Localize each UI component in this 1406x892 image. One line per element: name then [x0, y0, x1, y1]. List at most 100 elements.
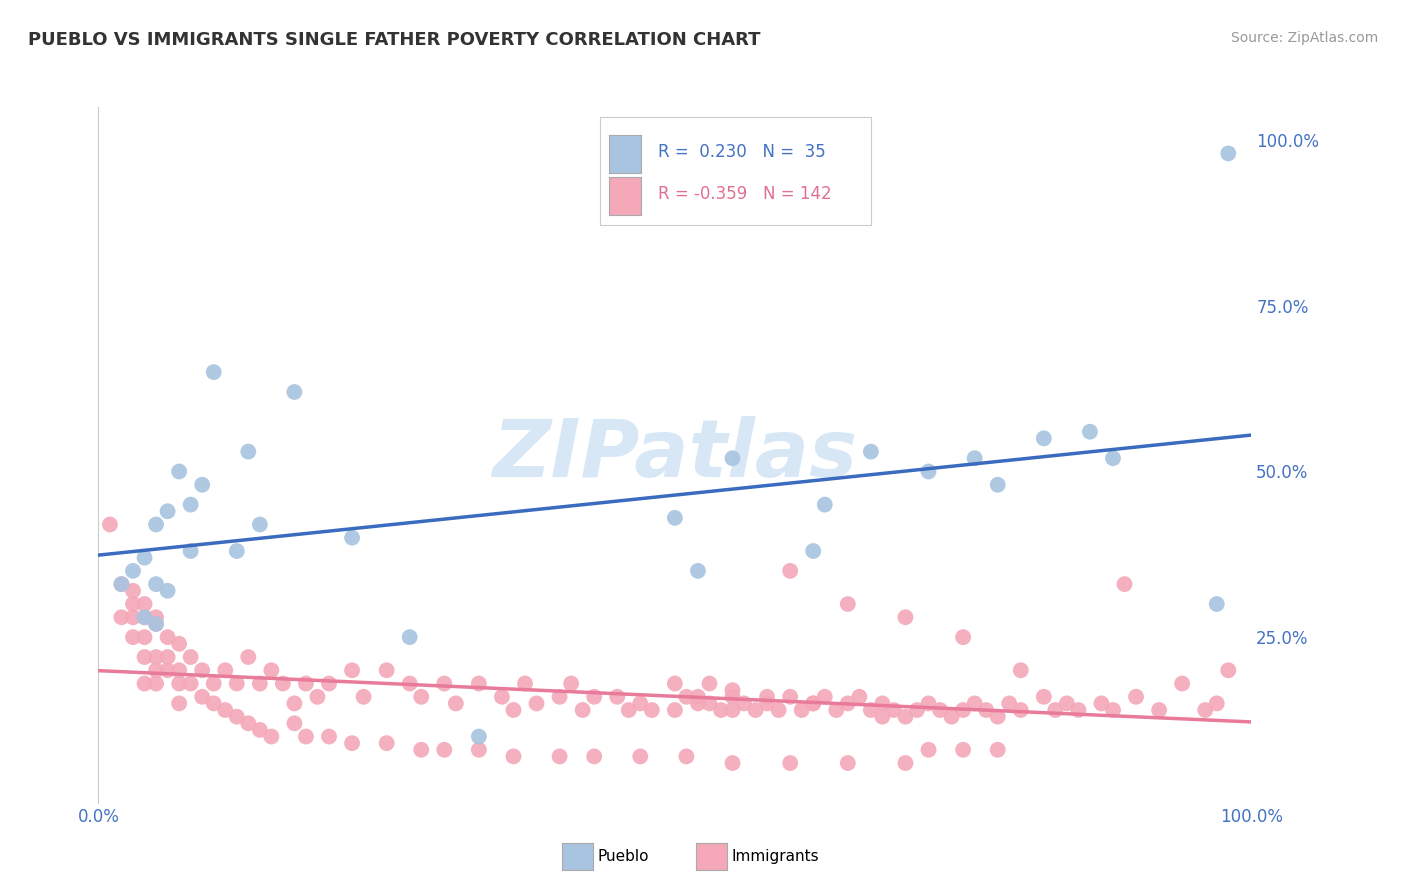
Point	[929, 703, 952, 717]
Point	[110, 577, 132, 591]
Text: PUEBLO VS IMMIGRANTS SINGLE FATHER POVERTY CORRELATION CHART: PUEBLO VS IMMIGRANTS SINGLE FATHER POVER…	[28, 31, 761, 49]
Point	[238, 444, 260, 458]
Point	[249, 517, 271, 532]
Point	[433, 743, 456, 757]
Text: Pueblo: Pueblo	[598, 849, 650, 863]
Point	[606, 690, 628, 704]
Point	[375, 736, 398, 750]
Point	[905, 703, 928, 717]
Point	[1078, 425, 1101, 439]
Point	[917, 697, 939, 711]
Point	[998, 697, 1021, 711]
Point	[180, 676, 202, 690]
Point	[134, 550, 156, 565]
Point	[283, 384, 305, 399]
Point	[756, 690, 779, 704]
Point	[883, 703, 905, 717]
Point	[375, 663, 398, 677]
Point	[710, 703, 733, 717]
Point	[837, 756, 859, 770]
Point	[894, 756, 917, 770]
Point	[1032, 431, 1054, 445]
Point	[733, 697, 755, 711]
Point	[664, 676, 686, 690]
Point	[686, 564, 709, 578]
Point	[513, 676, 536, 690]
Point	[1102, 451, 1125, 466]
Point	[721, 683, 744, 698]
Point	[1205, 697, 1227, 711]
Point	[283, 716, 305, 731]
Point	[340, 663, 363, 677]
Point	[1102, 703, 1125, 717]
Point	[122, 564, 145, 578]
Point	[744, 703, 766, 717]
Point	[191, 477, 214, 491]
Point	[790, 703, 813, 717]
Point	[180, 650, 202, 665]
Point	[98, 517, 121, 532]
Point	[952, 743, 974, 757]
Point	[145, 616, 167, 631]
Point	[122, 597, 145, 611]
Point	[872, 697, 894, 711]
Point	[699, 676, 721, 690]
Point	[1205, 597, 1227, 611]
Point	[628, 697, 651, 711]
Point	[917, 743, 939, 757]
Point	[340, 531, 363, 545]
Point	[560, 676, 582, 690]
Point	[779, 756, 801, 770]
Point	[249, 723, 271, 737]
Point	[1125, 690, 1147, 704]
Point	[411, 743, 433, 757]
Point	[295, 676, 318, 690]
Point	[987, 743, 1010, 757]
Point	[214, 663, 236, 677]
Point	[768, 703, 790, 717]
Point	[110, 610, 132, 624]
Point	[721, 451, 744, 466]
Point	[814, 690, 837, 704]
Point	[145, 517, 167, 532]
Point	[628, 749, 651, 764]
Point	[238, 716, 260, 731]
Point	[180, 498, 202, 512]
Point	[917, 465, 939, 479]
Point	[156, 650, 179, 665]
Point	[987, 709, 1010, 723]
Point	[134, 630, 156, 644]
Point	[1010, 703, 1032, 717]
Point	[167, 637, 190, 651]
Point	[225, 709, 247, 723]
Point	[238, 650, 260, 665]
Point	[225, 544, 247, 558]
Point	[526, 697, 548, 711]
Point	[894, 610, 917, 624]
Point	[1067, 703, 1090, 717]
Point	[941, 709, 963, 723]
Point	[1218, 146, 1240, 161]
Point	[502, 749, 524, 764]
Text: Source: ZipAtlas.com: Source: ZipAtlas.com	[1230, 31, 1378, 45]
Point	[848, 690, 870, 704]
Point	[468, 676, 491, 690]
Point	[801, 697, 824, 711]
Point	[468, 730, 491, 744]
Point	[134, 597, 156, 611]
Point	[145, 577, 167, 591]
Point	[859, 444, 882, 458]
Text: R = -0.359   N = 142: R = -0.359 N = 142	[658, 185, 831, 203]
Point	[444, 697, 467, 711]
Point	[260, 663, 283, 677]
Point	[353, 690, 375, 704]
Point	[814, 498, 837, 512]
Point	[721, 690, 744, 704]
Point	[699, 697, 721, 711]
Point	[617, 703, 640, 717]
Point	[307, 690, 329, 704]
Point	[122, 583, 145, 598]
Point	[974, 703, 997, 717]
Point	[583, 690, 606, 704]
Point	[398, 676, 420, 690]
